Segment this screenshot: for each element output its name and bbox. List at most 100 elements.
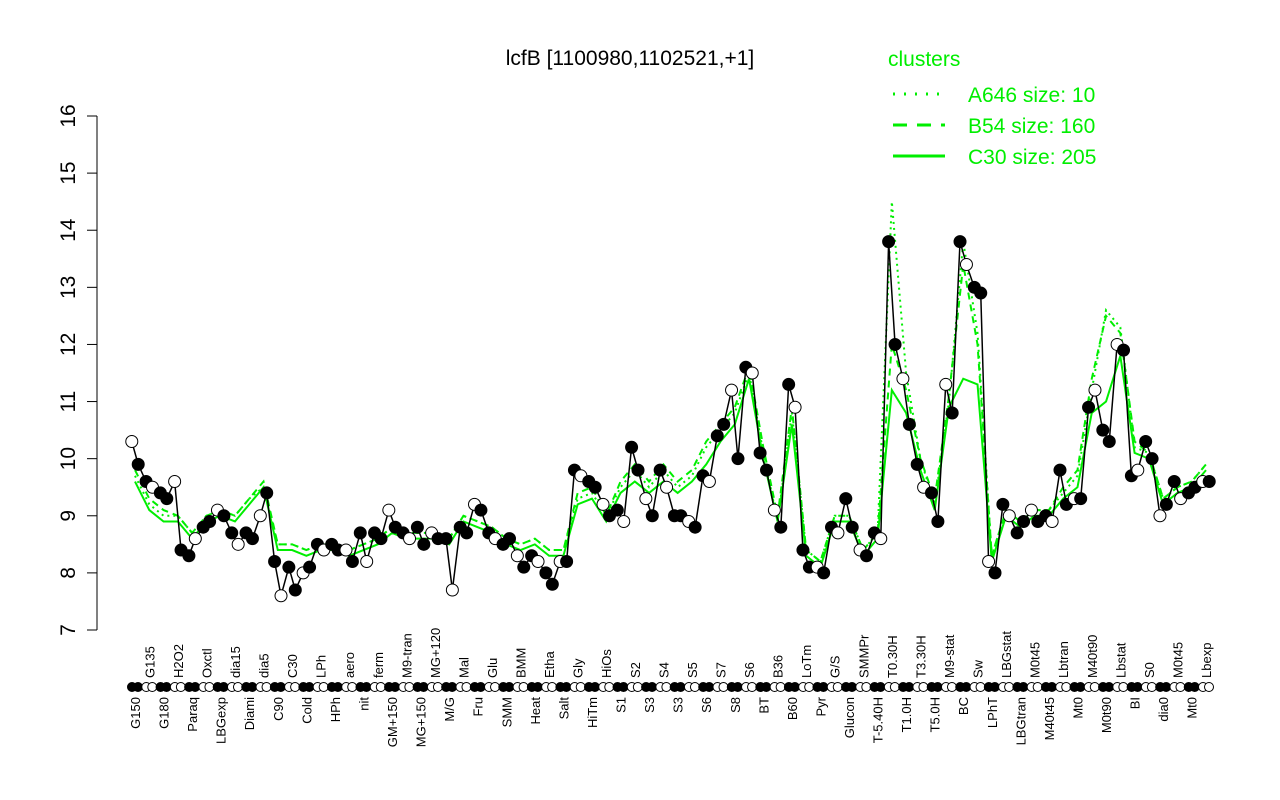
data-point [1102,435,1116,449]
category-marker [190,682,201,692]
category-marker [761,682,772,692]
data-point [767,503,781,517]
data-points [125,235,1216,603]
category-marker [204,682,215,692]
category-marker [632,682,643,692]
category-marker [1089,682,1100,692]
category-marker [275,682,286,692]
data-point [1002,509,1016,523]
data-point [902,417,916,431]
category-marker [232,682,243,692]
data-point [303,560,317,574]
data-point [874,532,888,546]
x-tick-label: M9-tran [399,633,414,678]
x-tick-label: M0t45 [1170,642,1185,678]
x-tick-label: Heat [528,697,543,725]
data-point [131,457,145,471]
data-point [588,480,602,494]
x-tick-label: C90 [271,697,286,721]
x-tick-label: Lbexp [1199,643,1214,678]
x-tick-label: ferm [371,652,386,678]
category-marker [918,682,929,692]
x-tick-label: LoTm [799,645,814,678]
category-marker [747,682,758,692]
x-tick-label: T1.0H [899,697,914,732]
data-point [474,503,488,517]
x-tick-label: S4 [656,662,671,678]
data-point [382,503,396,517]
data-point [845,520,859,534]
data-point [1202,475,1216,489]
category-marker [161,682,172,692]
data-point [710,429,724,443]
data-point [445,583,459,597]
x-tick-label: S1 [614,697,629,713]
data-point [1096,423,1110,437]
data-point [531,554,545,568]
data-point [160,492,174,506]
data-point [639,492,653,506]
data-point [625,440,639,454]
data-point [774,520,788,534]
x-tick-label: Pyr [813,696,828,716]
data-point [217,509,231,523]
data-point [1074,492,1088,506]
x-tick-label: MG+150 [414,697,429,747]
data-point [896,372,910,386]
x-tick-label: LBGtran [1013,697,1028,745]
data-point [439,532,453,546]
data-point [782,377,796,391]
sample-line [131,241,1210,596]
category-marker [261,682,272,692]
data-point [996,497,1010,511]
x-tick-label: Lbstat [1113,642,1128,678]
x-tick-label: G150 [128,697,143,729]
category-marker [675,682,686,692]
category-marker [932,682,943,692]
data-point [288,583,302,597]
category-marker [390,682,401,692]
data-point [888,337,902,351]
data-point [717,417,731,431]
data-point [231,537,245,551]
category-marker [861,682,872,692]
cluster-line [134,355,1207,569]
data-point [282,560,296,574]
data-point [617,514,631,528]
x-tick-label: HiTm [585,697,600,728]
x-tick-label: H2O2 [171,644,186,678]
data-point [245,532,259,546]
data-point [745,366,759,380]
legend-label: C30 size: 205 [968,146,1096,169]
x-tick-label: S5 [685,662,700,678]
x-tick-label: SMM [499,697,514,727]
category-marker [1046,682,1057,692]
x-tick-label: Lbtran [1056,641,1071,678]
data-point [688,520,702,534]
data-point [517,560,531,574]
x-tick-label: S8 [728,697,743,713]
category-marker [1018,682,1029,692]
data-point [268,554,282,568]
data-point [1045,514,1059,528]
x-tick-label: Glucon [842,697,857,738]
category-marker [1161,682,1172,692]
x-tick-label: LPhT [985,697,1000,728]
x-tick-label: nit [356,697,371,711]
data-point [859,549,873,563]
x-tick-label: S3 [642,697,657,713]
x-tick-label: G/S [828,655,843,678]
category-marker [961,682,972,692]
y-tick-label: 16 [57,104,80,127]
data-point [982,554,996,568]
x-tick-label: Gly [571,658,586,678]
category-marker [775,682,786,692]
data-point [1159,497,1173,511]
data-point [353,526,367,540]
data-point [253,509,267,523]
data-point [653,463,667,477]
category-marker [404,682,415,692]
data-point [1082,400,1096,414]
x-tick-label: M/G [442,697,457,722]
legend: clusters A646 size: 10 B54 size: 160 C30 s… [888,48,1096,169]
